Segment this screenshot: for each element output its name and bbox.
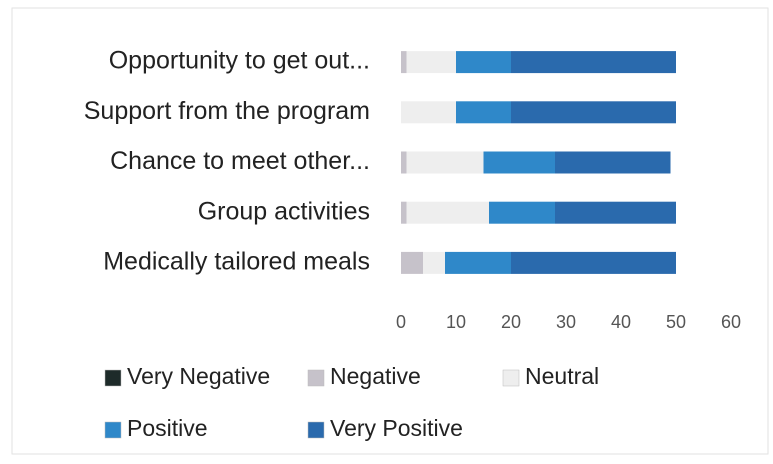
legend-label: Very Negative [127,363,270,389]
bar-segment [511,51,676,74]
chart-frame [11,7,769,455]
x-tick-label: 10 [446,312,466,332]
x-tick-label: 20 [501,312,521,332]
bar-segment [401,151,407,174]
bar-segment [511,251,676,274]
category-label: Medically tailored meals [103,248,370,276]
bar-segment [406,201,489,224]
x-tick-label: 30 [556,312,576,332]
x-tick-label: 60 [721,312,741,332]
legend-swatch [502,369,520,387]
bar-segment [406,51,456,74]
x-tick-label: 40 [611,312,631,332]
bar-segment [511,101,676,124]
bar-segment [401,251,423,274]
bar-segment [555,151,671,174]
legend-label: Positive [127,415,208,441]
legend-swatch [307,421,325,439]
legend-swatch [104,369,122,387]
bar-segment [406,151,484,174]
legend-swatch [104,421,122,439]
bar-segment [401,201,407,224]
x-tick-label: 0 [396,312,406,332]
bar-segment [489,201,555,224]
bar-segment [456,101,511,124]
bar-segment [445,251,511,274]
category-label: Chance to meet other... [110,147,370,175]
bar-segment [483,151,555,174]
legend-label: Negative [330,363,421,389]
bar-segment [423,251,445,274]
legend-label: Very Positive [330,415,463,441]
category-label: Support from the program [84,97,370,125]
bar-segment [401,101,456,124]
category-label: Opportunity to get out... [109,47,370,75]
bar-segment [456,51,511,74]
bar-segment [401,51,407,74]
category-label: Group activities [198,197,370,225]
x-tick-label: 50 [666,312,686,332]
legend-label: Neutral [525,363,599,389]
legend-swatch [307,369,325,387]
bar-segment [555,201,676,224]
